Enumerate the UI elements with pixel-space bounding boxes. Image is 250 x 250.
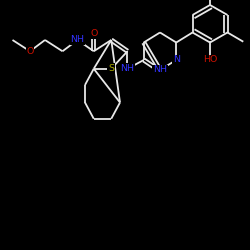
Text: HO: HO bbox=[203, 56, 217, 64]
Text: NH: NH bbox=[120, 64, 134, 73]
Text: S: S bbox=[108, 64, 114, 73]
Text: O: O bbox=[26, 47, 34, 56]
Text: NH: NH bbox=[70, 36, 85, 44]
Text: O: O bbox=[155, 66, 162, 74]
Text: NH: NH bbox=[153, 66, 167, 74]
Text: O: O bbox=[90, 29, 98, 38]
Text: N: N bbox=[173, 56, 180, 64]
